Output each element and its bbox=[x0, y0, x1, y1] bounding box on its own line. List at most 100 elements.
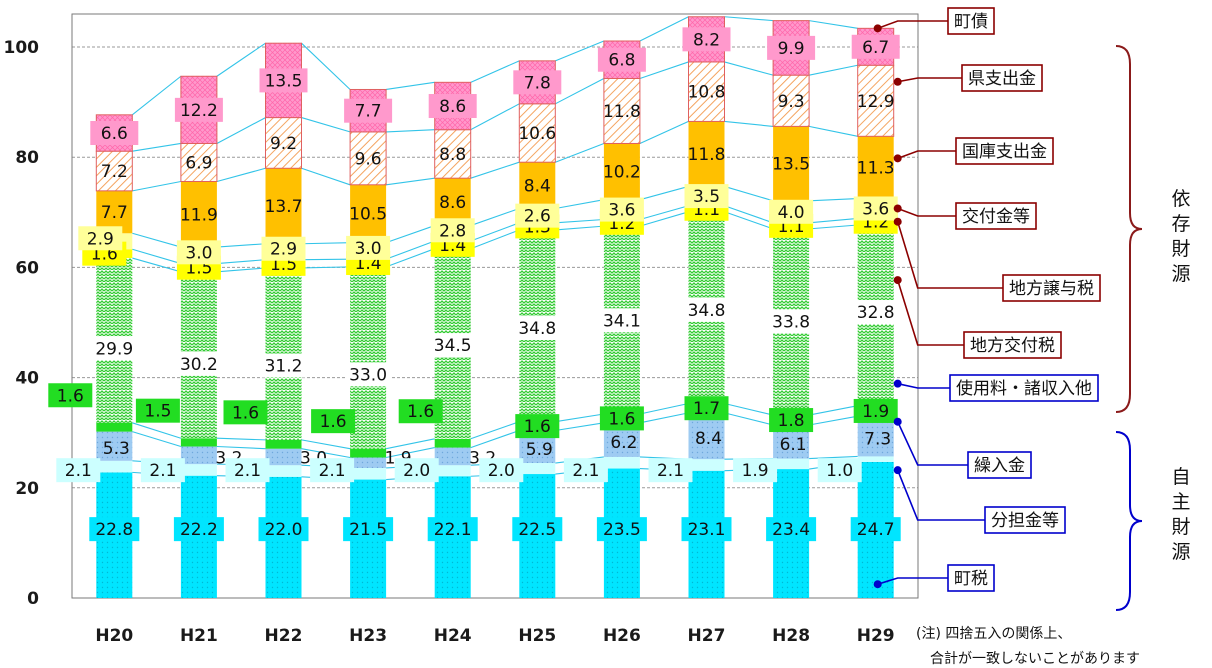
data-label: 11.3 bbox=[857, 158, 895, 178]
data-label: 7.2 bbox=[101, 162, 128, 182]
data-label: 6.8 bbox=[608, 51, 635, 71]
data-label-box bbox=[515, 414, 560, 439]
data-label: 34.8 bbox=[688, 301, 726, 321]
data-label: 3.0 bbox=[185, 243, 212, 263]
bar-segment bbox=[857, 456, 894, 462]
callout-line bbox=[877, 20, 948, 30]
data-label: 2.1 bbox=[149, 461, 176, 481]
data-label-box bbox=[259, 68, 308, 93]
data-label-box bbox=[428, 94, 477, 119]
data-label-box bbox=[597, 47, 646, 72]
data-label: 34.1 bbox=[603, 311, 641, 331]
data-label: 22.1 bbox=[434, 520, 472, 540]
bar-segment bbox=[180, 181, 217, 248]
data-label-box bbox=[684, 184, 729, 209]
group-label-char: 主 bbox=[1171, 491, 1190, 513]
bar-segment bbox=[265, 439, 302, 449]
callout-box bbox=[955, 137, 1054, 165]
data-label: 34.8 bbox=[518, 319, 556, 339]
data-label: 2.1 bbox=[572, 461, 599, 481]
data-label: 23.4 bbox=[772, 520, 810, 540]
data-label-box bbox=[310, 458, 355, 483]
data-label: 6.7 bbox=[862, 38, 889, 58]
data-label-box bbox=[78, 226, 123, 251]
data-label-box bbox=[90, 121, 139, 146]
data-label-box bbox=[682, 27, 731, 52]
data-label-box bbox=[563, 458, 608, 483]
data-label: 23.5 bbox=[603, 520, 641, 540]
data-label: 5.9 bbox=[526, 440, 553, 460]
callout-label: 分担金等 bbox=[991, 511, 1059, 531]
connector-line bbox=[132, 61, 858, 152]
data-label: 7.3 bbox=[864, 429, 891, 449]
data-label: 2.9 bbox=[87, 229, 114, 249]
data-label-box bbox=[92, 336, 137, 361]
x-tick-label: H24 bbox=[434, 626, 472, 646]
data-label: 22.8 bbox=[95, 520, 133, 540]
connector-line bbox=[132, 211, 858, 273]
data-label-box bbox=[733, 458, 778, 483]
bar-segment bbox=[857, 136, 894, 199]
data-label: 8.6 bbox=[439, 97, 466, 117]
data-label-box bbox=[261, 236, 306, 261]
data-label: 31.2 bbox=[265, 357, 303, 377]
data-label-box bbox=[851, 34, 900, 59]
data-label-box bbox=[648, 458, 693, 483]
connector-line bbox=[132, 120, 858, 192]
data-label: 1.9 bbox=[742, 461, 769, 481]
data-label: 5.3 bbox=[103, 439, 130, 459]
bar-segment bbox=[265, 168, 302, 244]
data-label: 2.6 bbox=[524, 207, 551, 227]
data-label: 33.0 bbox=[349, 365, 387, 385]
x-tick-label: H26 bbox=[603, 626, 641, 646]
data-label-box bbox=[176, 351, 221, 376]
bar-segment bbox=[180, 142, 218, 182]
data-label-box bbox=[344, 98, 393, 123]
bar-segment bbox=[96, 431, 133, 461]
bar-segment bbox=[688, 412, 725, 460]
data-label-box bbox=[599, 406, 644, 431]
data-label: 13.5 bbox=[772, 155, 810, 175]
data-label-box bbox=[258, 517, 309, 542]
callout-label: 地方交付税 bbox=[970, 336, 1055, 356]
data-label: 34.5 bbox=[434, 336, 472, 356]
bar-segment bbox=[603, 77, 641, 144]
data-label: 12.2 bbox=[180, 101, 218, 121]
callout-box bbox=[949, 374, 1099, 402]
data-label-box bbox=[479, 458, 524, 483]
data-label: 11.8 bbox=[603, 102, 641, 122]
callout-label: 県支出金 bbox=[968, 69, 1036, 89]
data-label: 2.1 bbox=[234, 461, 261, 481]
data-label-box bbox=[767, 35, 816, 60]
group-brace bbox=[1115, 45, 1143, 413]
data-label-box bbox=[346, 362, 391, 387]
data-label: 1.6 bbox=[57, 386, 84, 406]
data-label: 11.9 bbox=[180, 205, 218, 225]
callout-label: 国庫支出金 bbox=[962, 142, 1047, 162]
data-label: 8.4 bbox=[524, 176, 551, 196]
data-label: 6.2 bbox=[610, 433, 637, 453]
bar-segment bbox=[857, 64, 895, 137]
callout-line bbox=[897, 207, 956, 217]
data-label: 1.6 bbox=[608, 409, 635, 429]
data-label-box bbox=[311, 409, 356, 434]
connector-line bbox=[132, 402, 858, 450]
x-tick-label: H27 bbox=[688, 626, 726, 646]
bar-segment bbox=[518, 103, 556, 163]
data-label: 22.5 bbox=[518, 520, 556, 540]
data-label: 3.0 bbox=[355, 239, 382, 259]
data-label: 8.8 bbox=[439, 145, 466, 165]
data-label-box bbox=[599, 197, 644, 222]
data-label-box bbox=[394, 458, 439, 483]
bar-segment bbox=[96, 422, 133, 432]
x-tick-label: H22 bbox=[265, 626, 303, 646]
y-tick-label: 60 bbox=[15, 258, 39, 278]
data-label-box bbox=[176, 240, 221, 265]
data-label-box bbox=[56, 458, 101, 483]
data-label-box bbox=[343, 517, 394, 542]
data-label: 6.9 bbox=[185, 153, 212, 173]
callout-line bbox=[896, 469, 985, 521]
data-label-box bbox=[512, 517, 563, 542]
data-label-box bbox=[853, 196, 898, 221]
bar-segment bbox=[688, 459, 725, 471]
